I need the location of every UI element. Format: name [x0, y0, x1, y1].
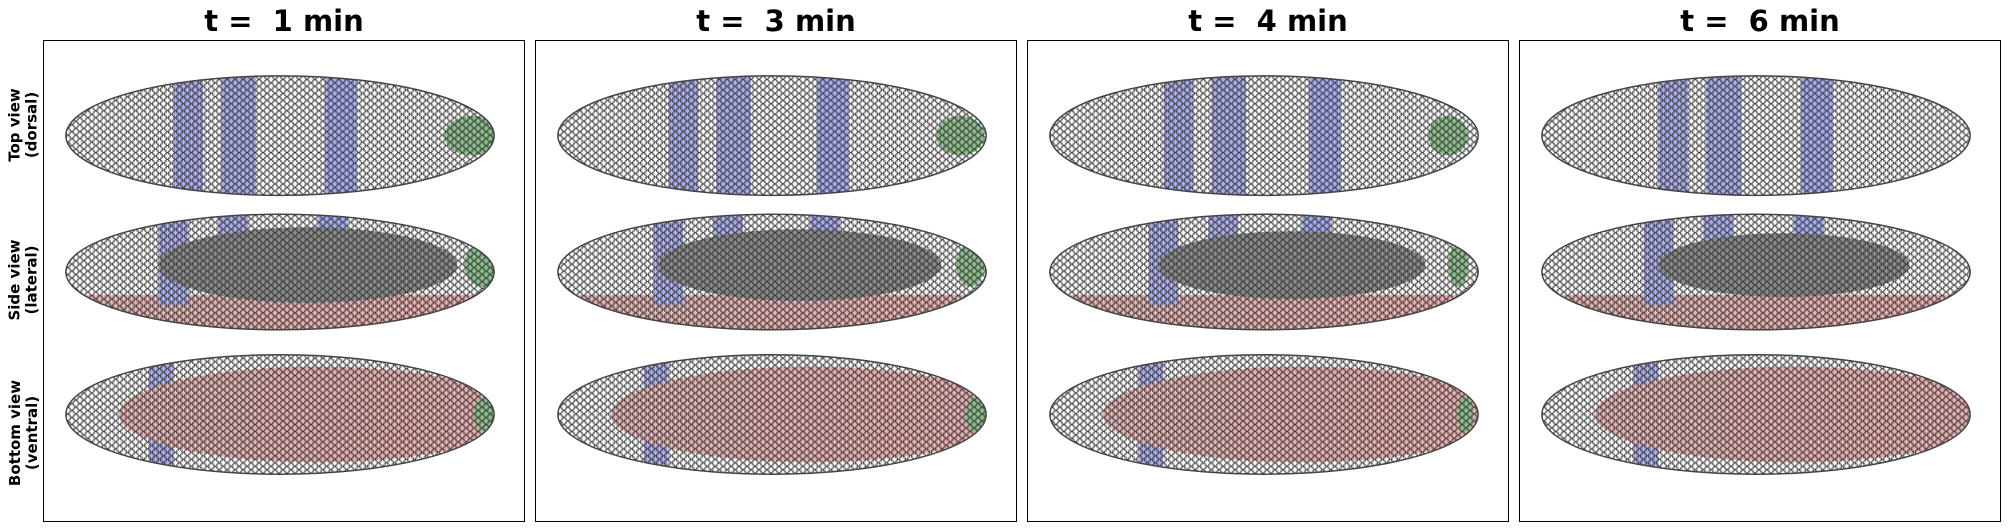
- row-label-top-line2: (dorsal): [23, 91, 41, 159]
- row-label-side-line2: (lateral): [23, 245, 41, 315]
- top-view-embryo: [1049, 75, 1479, 197]
- panel-title-4: t = 6 min: [1680, 4, 1840, 38]
- side-view-embryo: [1541, 213, 1971, 331]
- row-label-top: Top view (dorsal): [4, 50, 44, 200]
- panel-title-3: t = 4 min: [1188, 4, 1348, 38]
- row-label-side: Side view (lateral): [4, 205, 44, 355]
- side-view-embryo: [557, 213, 987, 331]
- row-label-side-line1: Side view: [6, 239, 24, 321]
- bottom-view-embryo: [1541, 353, 1971, 475]
- embryo-views-t6: [1541, 75, 1971, 475]
- row-label-bottom-line1: Bottom view: [6, 379, 24, 486]
- embryo-views-t4: [1049, 75, 1479, 475]
- panel-t4: [1027, 40, 1509, 522]
- side-view-embryo: [1049, 213, 1479, 331]
- top-view-embryo: [1541, 75, 1971, 197]
- row-label-bottom-line2: (ventral): [23, 395, 41, 470]
- embryo-views-t3: [557, 75, 987, 475]
- panel-t1: [43, 40, 525, 522]
- embryo-views-t1: [65, 75, 495, 475]
- top-view-embryo: [557, 75, 987, 197]
- bottom-view-embryo: [1049, 353, 1479, 475]
- row-label-top-line1: Top view: [6, 88, 24, 162]
- bottom-view-embryo: [65, 353, 495, 475]
- side-view-embryo: [65, 213, 495, 331]
- row-label-bottom: Bottom view (ventral): [4, 355, 44, 510]
- panel-title-2: t = 3 min: [696, 4, 856, 38]
- panel-title-1: t = 1 min: [204, 4, 364, 38]
- top-view-embryo: [65, 75, 495, 197]
- panel-t6: [1519, 40, 2001, 522]
- bottom-view-embryo: [557, 353, 987, 475]
- panel-t3: [535, 40, 1017, 522]
